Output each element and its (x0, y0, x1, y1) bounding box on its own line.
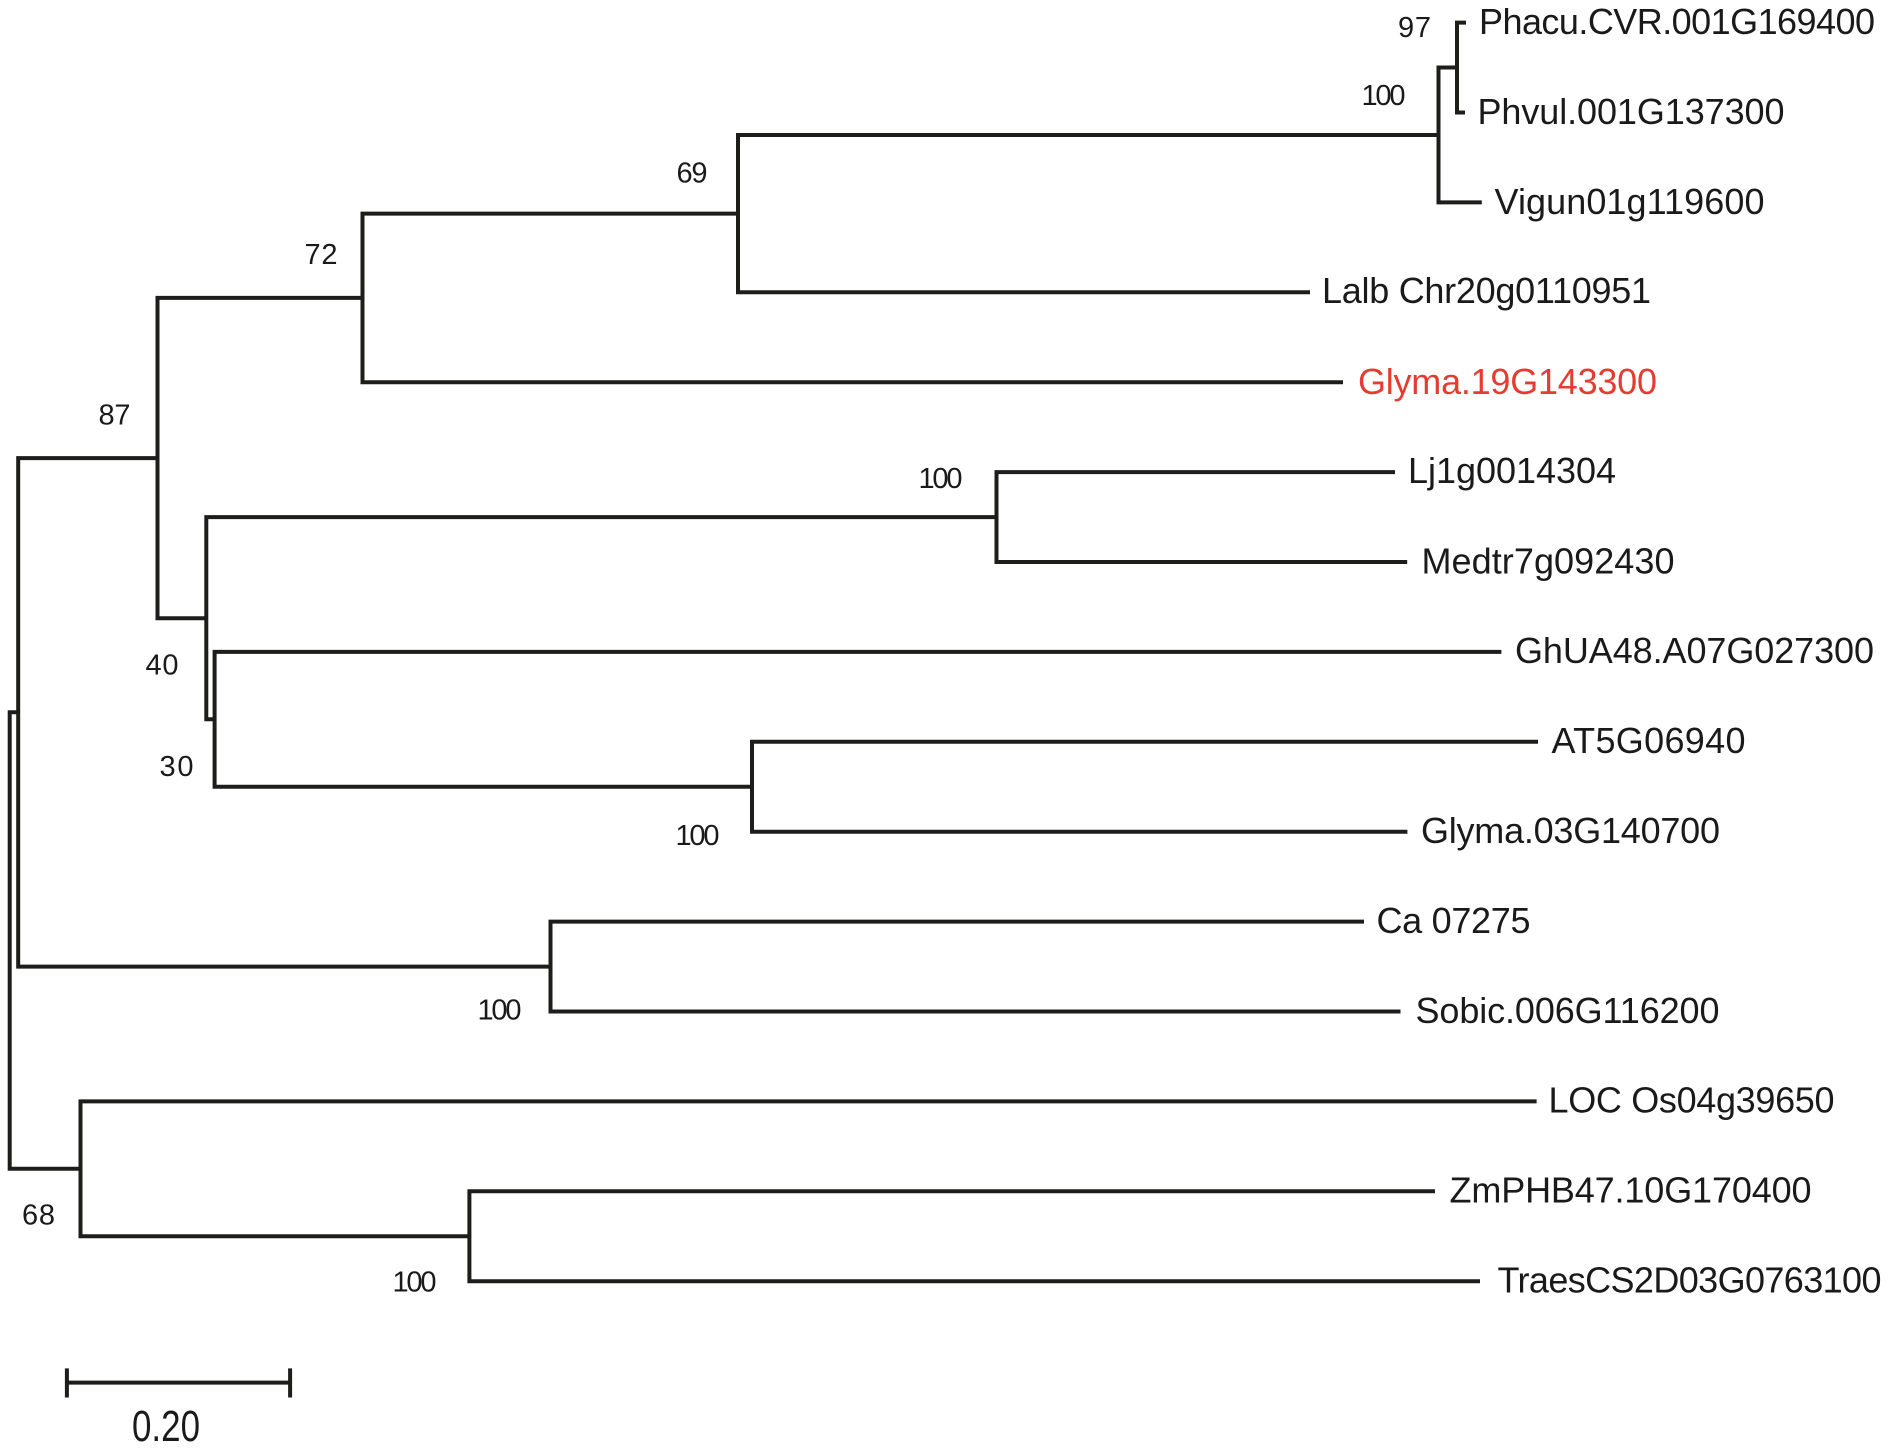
svg-text:Sobic.006G116200: Sobic.006G116200 (1416, 990, 1720, 1031)
svg-text:AT5G06940: AT5G06940 (1552, 720, 1746, 761)
svg-text:Lj1g0014304: Lj1g0014304 (1408, 450, 1616, 491)
svg-text:0.20: 0.20 (132, 1403, 200, 1448)
svg-text:Lalb Chr20g0110951: Lalb Chr20g0110951 (1322, 270, 1651, 311)
svg-text:97: 97 (1398, 12, 1431, 44)
svg-text:100: 100 (676, 820, 720, 852)
svg-text:68: 68 (22, 1200, 55, 1232)
svg-text:100: 100 (393, 1266, 437, 1298)
svg-text:Glyma.03G140700: Glyma.03G140700 (1421, 810, 1720, 851)
svg-text:TraesCS2D03G0763100: TraesCS2D03G0763100 (1498, 1260, 1882, 1301)
svg-text:100: 100 (478, 995, 522, 1027)
svg-text:87: 87 (99, 400, 131, 432)
svg-text:69: 69 (677, 158, 708, 190)
svg-text:LOC Os04g39650: LOC Os04g39650 (1549, 1080, 1835, 1121)
svg-text:30: 30 (160, 751, 194, 783)
svg-text:Medtr7g092430: Medtr7g092430 (1422, 540, 1675, 581)
svg-text:ZmPHB47.10G170400: ZmPHB47.10G170400 (1450, 1170, 1812, 1211)
svg-text:Vigun01g119600: Vigun01g119600 (1495, 181, 1765, 222)
svg-text:100: 100 (919, 463, 963, 495)
svg-text:40: 40 (146, 650, 179, 682)
svg-text:GhUA48.A07G027300: GhUA48.A07G027300 (1515, 630, 1874, 671)
svg-text:Ca 07275: Ca 07275 (1377, 900, 1531, 941)
svg-text:Glyma.19G143300: Glyma.19G143300 (1358, 361, 1657, 402)
svg-text:72: 72 (305, 239, 338, 271)
svg-text:Phvul.001G137300: Phvul.001G137300 (1478, 91, 1785, 132)
svg-text:Phacu.CVR.001G169400: Phacu.CVR.001G169400 (1479, 1, 1875, 42)
svg-text:100: 100 (1362, 80, 1406, 112)
